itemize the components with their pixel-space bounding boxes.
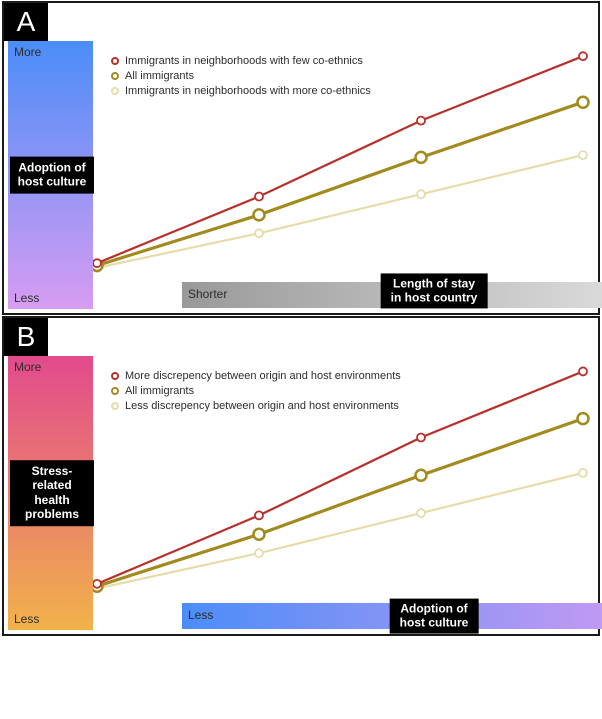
panel-b-x-label-line1: Adoption of (400, 602, 467, 616)
legend-row-few: Immigrants in neighborhoods with few co-… (111, 53, 371, 68)
panel-a-body: More Adoption of host culture Less Immig… (4, 3, 598, 313)
legend-label-more: Immigrants in neighborhoods with more co… (125, 85, 371, 97)
panel-b-body: More Stress-related health problems Less… (4, 318, 598, 634)
series-marker-more (579, 151, 587, 159)
panel-b-x-label-line2: host culture (400, 616, 469, 630)
series-line-all (97, 419, 583, 587)
series-marker-more-disc (579, 367, 587, 375)
panel-a: A More Adoption of host culture Less Imm… (2, 1, 600, 315)
panel-b-y-axis: More Stress-related health problems Less (8, 356, 93, 630)
legend-marker-more-disc (111, 372, 119, 380)
panel-a-y-tick-top: More (14, 45, 41, 59)
panel-a-y-label: Adoption of host culture (10, 157, 94, 194)
series-line-all (97, 102, 583, 265)
panel-b-y-tick-top: More (14, 360, 41, 374)
legend-label-less-disc: Less discrepency between origin and host… (125, 400, 399, 412)
panel-b-y-label-line1: Stress-related (32, 464, 73, 492)
legend-row-all: All immigrants (111, 68, 371, 83)
legend-row-more: Immigrants in neighborhoods with more co… (111, 83, 371, 98)
panel-b-letter: B (4, 318, 48, 356)
series-marker-all (578, 413, 589, 424)
series-line-more (97, 155, 583, 268)
panel-a-x-axis: Shorter Length of stay in host country L… (182, 282, 602, 308)
legend-label-all: All immigrants (125, 70, 194, 82)
panel-b-y-tick-bottom: Less (14, 612, 39, 626)
series-marker-less-disc (579, 469, 587, 477)
series-marker-few (93, 259, 101, 267)
panel-b-legend: More discrepency between origin and host… (111, 368, 401, 413)
panel-a-y-axis: More Adoption of host culture Less (8, 41, 93, 309)
panel-a-x-label-line1: Length of stay (393, 276, 475, 290)
panel-a-x-label: Length of stay in host country (381, 273, 488, 308)
series-marker-all (416, 470, 427, 481)
legend-label-few: Immigrants in neighborhoods with few co-… (125, 55, 363, 67)
series-marker-more-disc (93, 580, 101, 588)
panel-b-x-axis: Less Adoption of host culture More (182, 603, 602, 629)
legend-row-less-disc: Less discrepency between origin and host… (111, 398, 401, 413)
panel-a-y-label-line2: host culture (18, 175, 87, 189)
legend-marker-all (111, 72, 119, 80)
series-marker-all (254, 209, 265, 220)
panel-a-legend: Immigrants in neighborhoods with few co-… (111, 53, 371, 98)
panel-a-x-label-line2: in host country (391, 291, 478, 305)
panel-a-x-tick-left: Shorter (188, 287, 227, 301)
series-marker-more (417, 190, 425, 198)
series-marker-more-disc (417, 434, 425, 442)
panel-a-letter: A (4, 3, 48, 41)
series-marker-less-disc (417, 509, 425, 517)
legend-label-more-disc: More discrepency between origin and host… (125, 370, 401, 382)
series-marker-all (578, 97, 589, 108)
series-marker-all (416, 152, 427, 163)
panel-b-x-tick-left: Less (188, 608, 213, 622)
panel-b: B More Stress-related health problems Le… (2, 316, 600, 636)
panel-a-plot: Immigrants in neighborhoods with few co-… (93, 41, 597, 309)
series-marker-few (255, 193, 263, 201)
series-marker-more (255, 229, 263, 237)
panel-a-y-label-line1: Adoption of (18, 161, 85, 175)
panel-b-y-label: Stress-related health problems (10, 460, 94, 526)
panel-b-x-label: Adoption of host culture (390, 599, 479, 634)
series-marker-few (579, 52, 587, 60)
legend-marker-few (111, 57, 119, 65)
legend-marker-less-disc (111, 402, 119, 410)
series-marker-all (254, 529, 265, 540)
legend-label-all: All immigrants (125, 385, 194, 397)
legend-row-all: All immigrants (111, 383, 401, 398)
legend-marker-all (111, 387, 119, 395)
panel-a-y-tick-bottom: Less (14, 291, 39, 305)
series-marker-less-disc (255, 549, 263, 557)
series-marker-few (417, 117, 425, 125)
panel-b-plot: More discrepency between origin and host… (93, 356, 597, 630)
series-line-less-disc (97, 473, 583, 589)
legend-row-more-disc: More discrepency between origin and host… (111, 368, 401, 383)
panel-b-y-label-line2: health problems (25, 493, 79, 521)
series-marker-more-disc (255, 511, 263, 519)
legend-marker-more (111, 87, 119, 95)
